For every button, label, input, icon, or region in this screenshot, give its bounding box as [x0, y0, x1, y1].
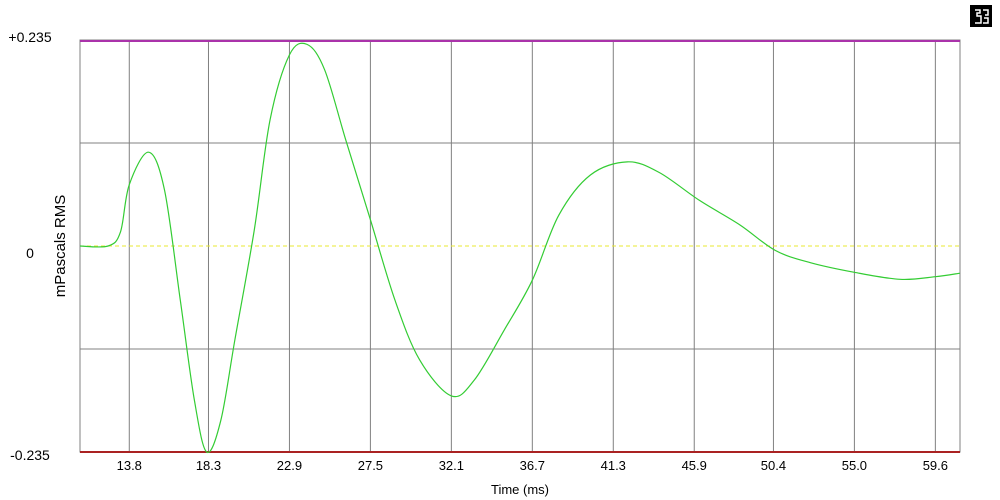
x-tick-label: 22.9 [277, 458, 302, 473]
y-tick-label: +0.235 [8, 29, 51, 45]
x-tick-label: 13.8 [117, 458, 142, 473]
x-tick-label: 32.1 [439, 458, 464, 473]
x-tick-label: 36.7 [520, 458, 545, 473]
app-logo-icon[interactable] [970, 5, 992, 27]
x-tick-labels: 13.8 18.3 22.9 27.5 32.1 36.7 41.3 45.9 50.4 55.0… [117, 458, 948, 473]
y-tick-labels: +0.235 0 -0.235 [8, 29, 51, 463]
y-axis-label: mPascals RMS [52, 195, 69, 298]
x-tick-label: 50.4 [761, 458, 786, 473]
x-tick-label: 27.5 [358, 458, 383, 473]
x-tick-label: 41.3 [601, 458, 626, 473]
x-tick-label: 55.0 [842, 458, 867, 473]
y-tick-label: 0 [26, 245, 34, 261]
x-axis-label: Time (ms) [491, 482, 549, 497]
grid [79, 39, 961, 453]
series-line [79, 42, 961, 453]
x-tick-label: 18.3 [196, 458, 221, 473]
x-tick-label: 59.6 [923, 458, 948, 473]
plot-frame [79, 39, 961, 453]
y-tick-label: -0.235 [10, 447, 50, 463]
x-tick-label: 45.9 [682, 458, 707, 473]
